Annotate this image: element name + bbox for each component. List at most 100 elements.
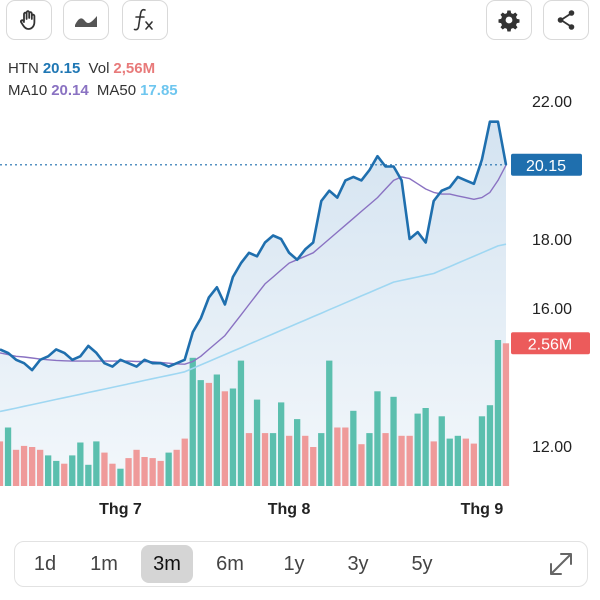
volume-bar — [181, 438, 188, 486]
indicator-button[interactable] — [122, 0, 168, 40]
price-line — [0, 120, 508, 372]
timeframe-selector: 1d 1m 3m 6m 1y 3y 5y — [14, 541, 588, 587]
volume-bar — [478, 416, 486, 486]
volume-bar — [350, 410, 357, 486]
volume-bar — [253, 399, 261, 486]
y-tick-label: 16.00 — [532, 301, 572, 318]
volume-bar — [61, 463, 68, 486]
volume-bar — [269, 433, 277, 486]
timeframe-1m[interactable]: 1m — [90, 553, 118, 575]
volume-bar — [141, 457, 148, 486]
volume-bar — [12, 449, 20, 486]
volume-tag-label: 2.56M — [528, 336, 572, 353]
volume-bar — [237, 360, 245, 486]
volume-bar — [165, 452, 172, 486]
volume-bar — [438, 416, 445, 486]
volume-bar — [37, 449, 44, 486]
chart-style-button[interactable] — [63, 0, 109, 40]
volume-bar — [470, 443, 477, 486]
volume-bar — [302, 435, 309, 486]
x-tick-label: Thg 9 — [461, 501, 504, 518]
volume-bar — [406, 435, 413, 486]
timeframe-3y[interactable]: 3y — [347, 553, 369, 575]
wave-icon — [75, 16, 97, 27]
ma50-value: 17.85 — [140, 82, 178, 99]
y-tick-label: 22.00 — [532, 94, 572, 111]
ma-info-row: MA10 20.14 MA50 17.85 — [8, 82, 182, 99]
volume-bar — [286, 435, 293, 486]
volume-bar — [213, 374, 220, 486]
volume-bar — [446, 438, 453, 486]
volume-bar — [4, 427, 12, 486]
volume-bar — [20, 445, 28, 486]
draw-tool-button[interactable] — [6, 0, 52, 40]
volume-bar — [358, 444, 365, 486]
volume-bar — [334, 427, 341, 486]
volume-bar — [189, 357, 196, 486]
volume-bar — [157, 460, 164, 486]
volume-bar — [342, 427, 349, 486]
ma50-line — [0, 243, 507, 413]
gear-icon — [498, 10, 520, 32]
volume-bar — [29, 447, 36, 486]
volume-bar — [221, 391, 228, 486]
volume-bar — [109, 463, 116, 486]
price-chart[interactable]: 22.00 18.00 16.00 12.00 20.15 2.56M Thg 7 Thg 8… — [0, 0, 600, 530]
volume-bar — [85, 464, 92, 486]
timeframe-5y[interactable]: 5y — [411, 553, 433, 575]
price-value: 20.15 — [42, 60, 81, 77]
fx-icon — [133, 8, 153, 31]
ticker-label: HTN — [8, 60, 39, 77]
vol-value: 2,56M — [113, 60, 156, 77]
ma10-line — [0, 164, 507, 365]
volume-bar — [245, 433, 253, 486]
volume-bar — [454, 435, 461, 486]
volume-bar — [173, 449, 180, 486]
x-tick-label: Thg 8 — [268, 501, 311, 518]
hand-icon — [20, 10, 36, 30]
volume-bar — [494, 340, 502, 486]
volume-bar — [101, 452, 108, 486]
volume-bar — [462, 438, 469, 486]
volume-bar — [69, 455, 76, 486]
share-icon — [557, 10, 575, 30]
x-tick-label: Thg 7 — [99, 501, 142, 518]
timeframe-3m[interactable]: 3m — [141, 545, 193, 583]
vol-label: Vol — [88, 60, 110, 77]
volume-bar — [422, 408, 429, 486]
volume-bar — [0, 441, 4, 486]
volume-bar — [486, 405, 494, 486]
price-tag-label: 20.15 — [526, 158, 566, 175]
volume-bar — [310, 447, 317, 486]
y-tick-label: 18.00 — [532, 232, 572, 249]
volume-bar — [430, 441, 437, 486]
settings-button[interactable] — [486, 0, 532, 40]
y-tick-label: 12.00 — [532, 439, 572, 456]
volume-bar — [149, 458, 156, 486]
volume-bar — [390, 396, 397, 486]
volume-bar — [318, 433, 325, 486]
volume-bar — [294, 419, 301, 486]
ma50-label: MA50 — [96, 82, 137, 99]
volume-bar — [53, 460, 60, 486]
volume-bar — [77, 442, 84, 486]
timeframe-6m[interactable]: 6m — [216, 553, 244, 575]
volume-bar — [278, 402, 285, 486]
timeframe-1d[interactable]: 1d — [33, 553, 57, 575]
expand-icon[interactable] — [547, 550, 575, 578]
price-info-row: HTN 20.15 Vol 2,56M — [8, 60, 159, 77]
volume-bar — [414, 413, 421, 486]
volume-tag — [511, 332, 590, 355]
volume-bar — [398, 435, 405, 486]
volume-bar — [382, 433, 389, 486]
volume-bar — [93, 441, 100, 486]
volume-bar — [326, 360, 333, 486]
volume-bar — [366, 433, 373, 486]
volume-bar — [133, 449, 140, 486]
share-button[interactable] — [543, 0, 589, 40]
ma10-value: 20.14 — [51, 82, 89, 99]
volume-bar — [502, 343, 510, 486]
ma10-label: MA10 — [8, 82, 48, 99]
price-area — [0, 121, 506, 486]
timeframe-1y[interactable]: 1y — [283, 553, 305, 575]
